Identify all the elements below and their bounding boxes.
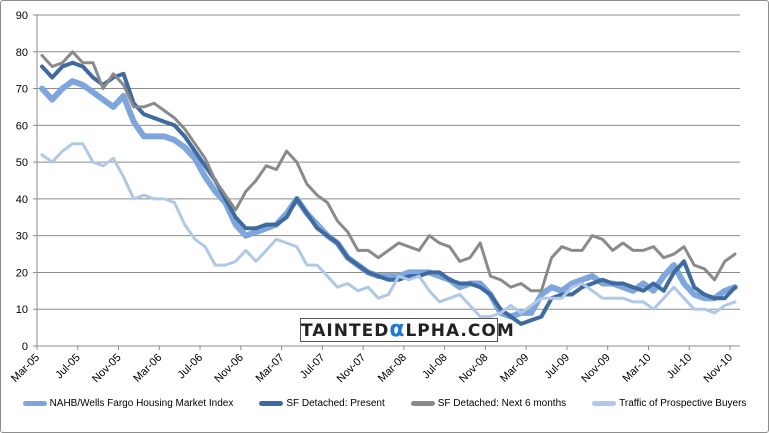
y-tick-label: 90 xyxy=(16,10,28,22)
legend-label: SF Detached: Present xyxy=(286,398,385,409)
legend-swatch xyxy=(259,401,284,406)
x-tick-label: Jul-07 xyxy=(298,352,328,382)
y-tick-label: 50 xyxy=(16,157,28,169)
legend-swatch xyxy=(22,401,47,406)
legend-label: SF Detached: Next 6 months xyxy=(437,398,567,409)
y-tick-label: 10 xyxy=(16,304,28,316)
y-tick-label: 20 xyxy=(16,267,28,279)
x-tick-label: Mar-07 xyxy=(254,352,287,385)
x-tick-label: Nov-05 xyxy=(90,352,124,386)
legend-label: NAHB/Wells Fargo Housing Market Index xyxy=(49,398,234,409)
y-tick-label: 80 xyxy=(16,47,28,59)
x-tick-label: Nov-08 xyxy=(457,352,491,386)
y-tick-label: 40 xyxy=(16,194,28,206)
y-tick-label: 60 xyxy=(16,120,28,132)
x-tick-label: Nov-07 xyxy=(335,352,369,386)
series-line-2 xyxy=(40,50,737,293)
x-tick-label: Mar-06 xyxy=(131,352,164,385)
x-tick-label: Jul-08 xyxy=(420,352,450,382)
x-tick-label: Jul-10 xyxy=(665,352,695,382)
x-tick-label: Jul-05 xyxy=(53,352,83,382)
y-tick-label: 0 xyxy=(22,341,28,353)
y-tick-label: 30 xyxy=(16,231,28,243)
x-tick-label: Jul-06 xyxy=(176,352,206,382)
legend: NAHB/Wells Fargo Housing Market Index SF … xyxy=(0,398,769,409)
x-tick-label: Mar-05 xyxy=(9,352,42,385)
legend-item: SF Detached: Next 6 months xyxy=(410,398,567,409)
x-tick-label: Nov-10 xyxy=(702,352,736,386)
legend-swatch xyxy=(592,401,617,406)
legend-label: Traffic of Prospective Buyers xyxy=(619,398,747,409)
legend-item: Traffic of Prospective Buyers xyxy=(592,398,746,409)
x-tick-label: Nov-06 xyxy=(212,352,246,386)
x-tick-label: Nov-09 xyxy=(579,352,613,386)
legend-swatch xyxy=(410,401,435,406)
legend-item: SF Detached: Present xyxy=(259,398,385,409)
series-line-3 xyxy=(40,142,737,319)
y-tick-label: 70 xyxy=(16,84,28,96)
series-line-0 xyxy=(39,78,738,320)
x-tick-label: Jul-09 xyxy=(542,352,572,382)
watermark-logo: TAINTEDαLPHA.COM xyxy=(300,317,515,342)
legend-item: NAHB/Wells Fargo Housing Market Index xyxy=(22,398,234,409)
x-tick-label: Mar-10 xyxy=(620,352,653,385)
x-tick-label: Mar-08 xyxy=(376,352,409,385)
series-line-1 xyxy=(40,60,737,326)
x-tick-label: Mar-09 xyxy=(498,352,531,385)
